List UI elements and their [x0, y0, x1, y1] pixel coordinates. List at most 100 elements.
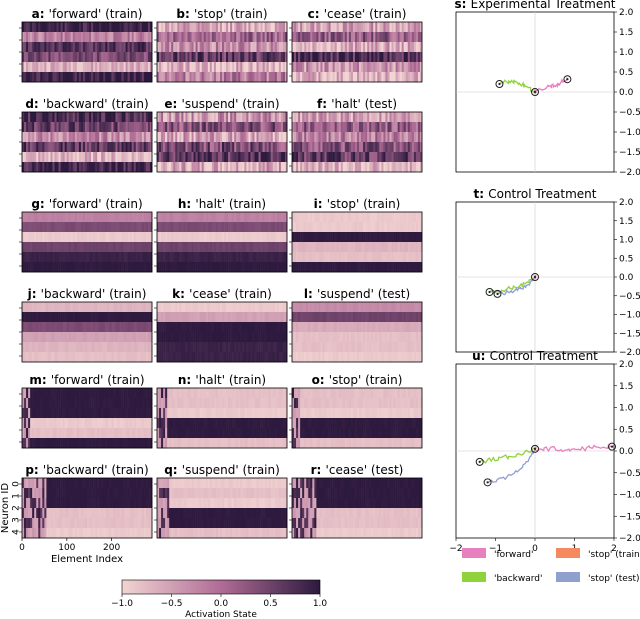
- heatmap-cell: [189, 32, 192, 43]
- heatmap-cell: [342, 42, 346, 53]
- heatmap-cell: [56, 52, 59, 63]
- heatmap-cell: [292, 342, 295, 353]
- heatmap-cell: [250, 212, 253, 223]
- heatmap-cell: [260, 152, 263, 163]
- heatmap-cell: [340, 142, 344, 153]
- heatmap-cell: [278, 332, 282, 343]
- heatmap-cell: [399, 332, 402, 343]
- heatmap-cell: [113, 418, 116, 429]
- heatmap-cell: [270, 302, 274, 313]
- heatmap-cell: [215, 222, 219, 233]
- heatmap-cell: [222, 142, 225, 153]
- heatmap-cell: [123, 162, 126, 173]
- heatmap-cell: [60, 312, 63, 323]
- heatmap-cell: [365, 302, 368, 313]
- heatmap-cell: [308, 72, 311, 83]
- heatmap-cell: [119, 388, 122, 399]
- heatmap-cell: [276, 162, 280, 173]
- heatmap-cell: [375, 252, 378, 263]
- heatmap-cell: [84, 112, 88, 123]
- heatmap-cell: [318, 132, 321, 143]
- heatmap-cell: [238, 32, 241, 43]
- heatmap-b: b: 'stop' (train): [154, 7, 288, 83]
- heatmap-cell: [346, 352, 350, 363]
- heatmap-cell: [30, 428, 33, 439]
- heatmap-cell: [326, 302, 329, 313]
- heatmap-cell: [28, 262, 31, 273]
- heatmap-cell: [80, 332, 84, 343]
- heatmap-cell: [258, 32, 261, 43]
- heatmap-cell: [383, 152, 386, 163]
- heatmap-cell: [334, 42, 337, 53]
- heatmap-cell: [123, 252, 126, 263]
- heatmap-cell: [195, 342, 198, 353]
- heatmap-cell: [54, 162, 57, 173]
- heatmap-cell: [379, 42, 382, 53]
- heatmap-cell: [417, 212, 421, 223]
- heatmap-cell: [314, 342, 317, 353]
- heatmap-cell: [254, 112, 257, 123]
- heatmap-cell: [348, 322, 352, 333]
- heatmap-cell: [375, 52, 378, 63]
- heatmap-cell: [46, 262, 49, 273]
- heatmap-cell: [197, 62, 200, 73]
- heatmap-cell: [121, 42, 124, 53]
- heatmap-cell: [149, 222, 153, 233]
- heatmap-cell: [48, 142, 51, 153]
- heatmap-cell: [222, 242, 225, 253]
- heatmap-cell: [324, 242, 327, 253]
- heatmap-cell: [107, 142, 110, 153]
- heatmap-cell: [109, 418, 112, 429]
- heatmap-cell: [76, 342, 80, 353]
- heatmap-cell: [105, 262, 108, 273]
- heatmap-cell: [334, 262, 337, 273]
- heatmap-cell: [377, 262, 380, 273]
- heatmap-cell: [242, 152, 245, 163]
- heatmap-cell: [78, 252, 82, 263]
- heatmap-cell: [137, 52, 141, 63]
- heatmap-cell: [340, 62, 344, 73]
- heatmap-cell: [320, 132, 323, 143]
- heatmap-cell: [316, 262, 319, 273]
- heatmap-cell: [338, 352, 342, 363]
- heatmap-cell: [28, 42, 31, 53]
- heatmap-cell: [224, 212, 227, 223]
- heatmap-cell: [26, 398, 29, 409]
- heatmap-cell: [413, 32, 417, 43]
- heatmap-cell: [115, 142, 118, 153]
- heatmap-cell: [413, 342, 417, 353]
- heatmap-cell: [342, 32, 346, 43]
- heatmap-cell: [361, 212, 364, 223]
- heatmap-cell: [52, 302, 55, 313]
- heatmap-cell: [185, 262, 188, 273]
- heatmap-cell: [163, 72, 166, 83]
- heatmap-cell: [40, 22, 43, 33]
- heatmap-cell: [95, 242, 98, 253]
- heatmap-cell: [264, 232, 267, 243]
- heatmap-cell: [76, 332, 80, 343]
- heatmap-cell: [22, 42, 25, 53]
- heatmap-cell: [99, 388, 102, 399]
- heatmap-cell: [280, 152, 284, 163]
- heatmap-cell: [52, 52, 55, 63]
- heatmap-cell: [95, 302, 98, 313]
- heatmap-cell: [62, 152, 65, 163]
- heatmap-cell: [89, 388, 92, 399]
- heatmap-cell: [121, 352, 124, 363]
- heatmap-cell: [332, 122, 335, 133]
- heatmap-cell: [274, 222, 278, 233]
- heatmap-cell: [78, 332, 82, 343]
- heatmap-cell: [70, 32, 74, 43]
- heatmap-cell: [280, 42, 284, 53]
- heatmap-cell: [294, 342, 297, 353]
- heatmap-cell: [240, 322, 243, 333]
- heatmap-cell: [397, 112, 400, 123]
- heatmap-cell: [379, 52, 382, 63]
- heatmap-cell: [397, 22, 400, 33]
- heatmap-cell: [399, 302, 402, 313]
- heatmap-cell: [199, 52, 202, 63]
- heatmap-cell: [264, 342, 267, 353]
- heatmap-cell: [326, 162, 329, 173]
- heatmap-cell: [78, 72, 82, 83]
- heatmap-cell: [203, 332, 207, 343]
